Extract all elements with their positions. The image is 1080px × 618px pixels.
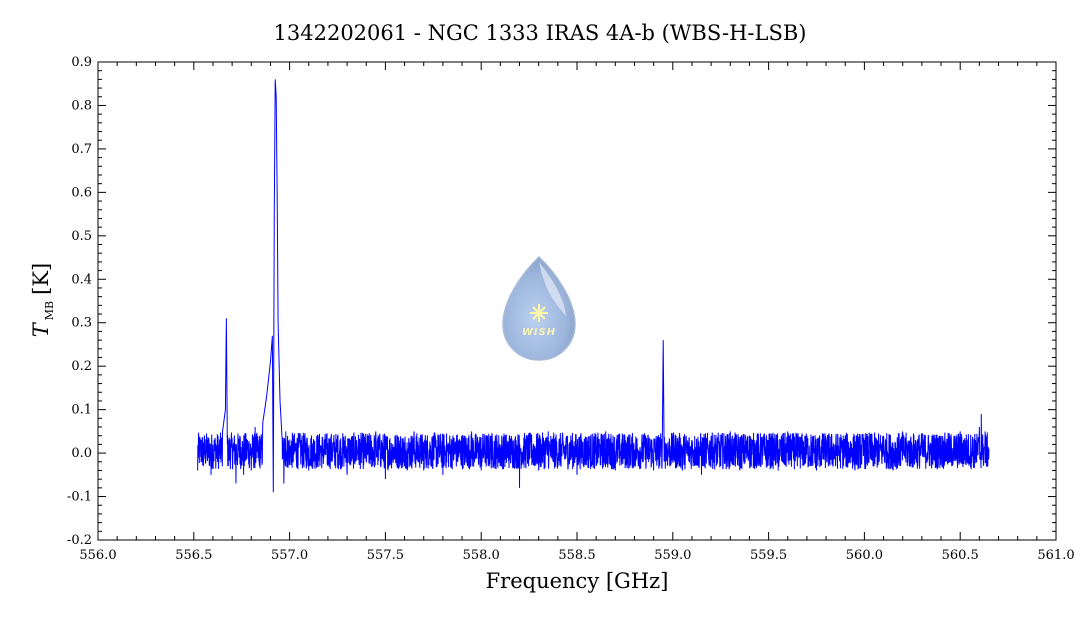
y-tick-label: -0.2: [67, 533, 92, 548]
x-tick-label: 560.0: [846, 548, 883, 563]
x-tick-label: 557.5: [367, 548, 404, 563]
x-tick-label: 558.0: [463, 548, 500, 563]
chart-title: 1342202061 - NGC 1333 IRAS 4A-b (WBS-H-L…: [274, 21, 807, 45]
y-tick-label: 0.2: [71, 359, 92, 374]
y-tick-label: 0.3: [71, 316, 92, 331]
x-tick-label: 557.0: [271, 548, 308, 563]
drop-highlight: [539, 262, 566, 316]
y-axis-label-main: T: [29, 321, 53, 337]
x-tick-label: 558.5: [558, 548, 595, 563]
svg-text:TMB[K]: TMB [K]: [29, 263, 56, 337]
y-tick-label: 0.8: [71, 98, 92, 113]
x-tick-label: 560.5: [942, 548, 979, 563]
axes-layer: 556.0 556.5 557.0 557.5 558.0 558.5 559.0 559.5…: [67, 55, 1075, 563]
wish-logo-watermark: WISH: [502, 255, 576, 361]
spectrum-line: [197, 79, 990, 493]
y-tick-label: 0.9: [71, 55, 92, 70]
y-tick-label: 0.0: [71, 446, 92, 461]
y-axis-label-sub: MB: [43, 301, 56, 320]
x-axis-label: Frequency [GHz]: [486, 569, 669, 593]
y-tick-label: 0.6: [71, 185, 92, 200]
x-tick-label: 559.0: [654, 548, 691, 563]
y-tick-label: 0.4: [71, 272, 92, 287]
y-tick-label: 0.5: [71, 229, 92, 244]
y-tick-label: -0.1: [67, 490, 92, 505]
x-tick-label: 556.5: [175, 548, 212, 563]
y-axis-label: TMB [K]: [29, 263, 56, 337]
y-tick-label: 0.1: [71, 403, 92, 418]
y-tick-label: 0.7: [71, 142, 92, 157]
star-icon: [530, 304, 548, 322]
watermark-text: WISH: [522, 327, 556, 338]
x-tick-label: 559.5: [750, 548, 787, 563]
series-layer: [197, 79, 990, 493]
y-axis-label-unit: [K]: [29, 263, 53, 295]
x-tick-label: 561.0: [1037, 548, 1074, 563]
x-tick-label: 556.0: [79, 548, 116, 563]
